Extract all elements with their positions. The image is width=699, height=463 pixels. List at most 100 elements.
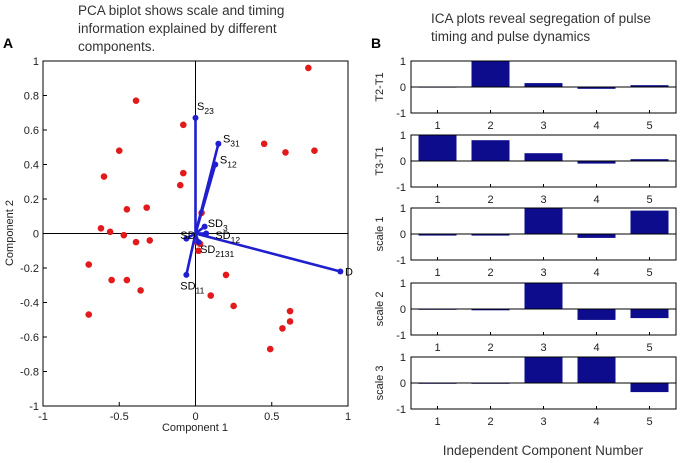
pca-vector-label: SD3	[208, 218, 228, 233]
ica-bar	[418, 234, 457, 236]
ica-y-tick-label: -1	[396, 330, 406, 342]
pca-point	[97, 225, 105, 232]
pca-vector-label: SD	[180, 230, 195, 242]
ica-series-label: scale 3	[374, 366, 386, 401]
pca-ticks: -1 -0.5 0 0.5 1 -1 -0.8 -0.6 -0.4 -0.2 0 0.2 0.4 0.6 0…	[20, 56, 351, 423]
ica-bar	[524, 283, 563, 309]
pca-x-tick-label: 0.5	[264, 411, 279, 423]
pca-vector-tip	[215, 140, 222, 147]
pca-vector	[185, 233, 197, 276]
pca-vector-tip	[195, 239, 202, 246]
ica-x-tick-label: 2	[487, 267, 493, 279]
ica-x-tick-label: 2	[487, 416, 493, 428]
pca-x-tick-label: 1	[345, 411, 351, 423]
pca-vector-tip	[212, 161, 219, 168]
pca-vector-tip	[183, 235, 190, 242]
ica-bar	[577, 87, 616, 89]
pca-vector-label: SD12	[215, 230, 240, 245]
ica-y-tick-label: -1	[396, 255, 406, 267]
pca-point	[282, 149, 289, 156]
pca-y-tick-label: 0	[33, 229, 39, 241]
ica-bar	[630, 383, 669, 393]
pca-y-tick-label: 1	[33, 56, 39, 68]
pca-point	[180, 169, 187, 177]
ica-y-tick-label: 0	[400, 229, 406, 241]
pca-point	[120, 231, 128, 239]
ica-x-tick-label: 5	[646, 267, 652, 279]
ica-bar	[630, 309, 669, 319]
ica-chart-5: 1 0 -1 1 2 3 4 5 scale 3	[374, 352, 677, 428]
pca-y-tick-label: 0.8	[24, 91, 39, 103]
ica-y-tick-label: 0	[400, 82, 406, 94]
ica-x-tick-label: 1	[434, 342, 440, 354]
ica-bar	[577, 357, 616, 383]
ica-x-tick-label: 4	[593, 342, 599, 354]
pca-y-tick-label: 0.6	[24, 125, 39, 137]
ica-y-tick-label: 1	[400, 130, 406, 142]
ica-series-label: T3-T1	[374, 146, 386, 175]
pca-vector-tip	[201, 223, 208, 230]
pca-point	[279, 325, 286, 332]
ica-x-tick-label: 4	[593, 194, 599, 206]
panel-b-title-line-1: ICA plots reveal segregation of pulse	[431, 11, 651, 26]
ica-y-tick-label: 0	[400, 156, 406, 168]
pca-y-tick-label: 0.4	[24, 160, 39, 172]
pca-vector	[194, 164, 217, 234]
ica-x-tick-label: 5	[646, 416, 652, 428]
pca-x-tick-label: -1	[38, 411, 48, 423]
ica-x-tick-label: 2	[487, 342, 493, 354]
ica-bar-charts: 1 0 -1 1 2 3 4 5 T2-T1 1 0 -1 1 2 3 4 5 T3-T1 1 0 -1 1 2 3 4 5 sca…	[374, 56, 677, 428]
pca-y-tick-label: -0.6	[20, 332, 39, 344]
ica-y-tick-label: 1	[400, 56, 406, 68]
pca-point	[195, 247, 202, 255]
ica-series-label: scale 1	[374, 217, 386, 252]
pca-point	[123, 276, 131, 284]
pca-point	[143, 204, 150, 211]
pca-vector-tip	[192, 114, 199, 121]
pca-point	[222, 271, 230, 279]
pca-y-tick-label: 0.2	[24, 194, 39, 206]
pca-point	[260, 140, 268, 148]
pca-point	[207, 292, 215, 299]
ica-y-tick-label: 1	[400, 203, 406, 215]
ica-bar	[630, 85, 669, 87]
pca-biplot: -1 -0.5 0 0.5 1 -1 -0.8 -0.6 -0.4 -0.2 0 0.2 0.4 0.6 0…	[4, 56, 353, 434]
panel-a-title-line-1: PCA biplot shows scale and timing	[78, 3, 284, 18]
ica-x-tick-label: 4	[593, 120, 599, 132]
ica-y-tick-label: -1	[396, 108, 406, 120]
pca-points	[85, 64, 318, 353]
ica-bar	[577, 309, 616, 320]
ica-bar	[471, 234, 510, 236]
panel-a-label: A	[3, 35, 13, 51]
ica-bar	[418, 135, 457, 161]
pca-x-tick-label: -0.5	[110, 411, 129, 423]
pca-y-tick-label: -0.4	[20, 298, 39, 310]
pca-point	[266, 345, 274, 353]
ica-y-tick-label: -1	[396, 404, 406, 416]
pca-point	[108, 276, 115, 284]
pca-point	[311, 147, 318, 154]
pca-vector-label: S23	[197, 101, 214, 116]
ica-series-label: scale 2	[374, 292, 386, 327]
ica-bar	[577, 161, 616, 164]
ica-bar	[471, 61, 510, 87]
pca-point	[305, 64, 312, 72]
ica-chart-3: 1 0 -1 1 2 3 4 5 scale 1	[374, 203, 677, 279]
ica-x-tick-label: 3	[540, 342, 546, 354]
pca-vector-label: SD11	[180, 280, 204, 295]
pca-point	[123, 206, 131, 213]
pca-point	[176, 181, 184, 189]
ica-x-tick-label: 2	[487, 120, 493, 132]
ica-y-tick-label: 0	[400, 304, 406, 316]
ica-y-tick-label: 1	[400, 278, 406, 290]
panel-b-title-line-2: timing and pulse dynamics	[431, 29, 590, 44]
pca-y-tick-label: -0.8	[20, 367, 39, 379]
panel-a-title-line-3: components.	[78, 39, 155, 54]
ica-x-tick-label: 1	[434, 416, 440, 428]
pca-point	[85, 261, 93, 268]
pca-vector-tip	[337, 268, 344, 275]
ica-x-tick-label: 1	[434, 194, 440, 206]
ica-x-tick-label: 4	[593, 267, 599, 279]
ica-bar	[524, 357, 563, 383]
